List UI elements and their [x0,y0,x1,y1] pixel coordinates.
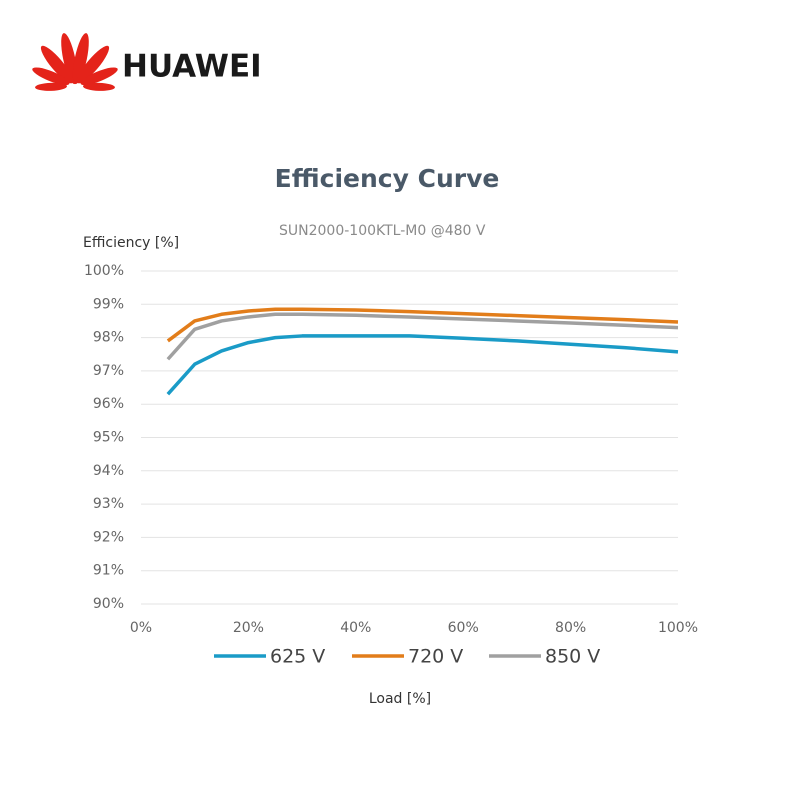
y-tick-label: 93% [93,496,124,512]
y-axis-label: Efficiency [%] [83,235,179,251]
x-tick-label: 40% [340,620,371,636]
subtitle: SUN2000-100KTL-M0 @480 V [279,223,486,239]
series-line [166,312,679,361]
y-tick-label: 96% [93,396,124,412]
legend-label: 625 V [270,646,325,668]
series-line [166,307,679,343]
y-tick-label: 90% [93,596,124,612]
y-tick-label: 97% [93,363,124,379]
chart-title: Efficiency Curve [275,164,500,193]
y-tick-label: 98% [93,330,124,346]
y-tick-label: 100% [84,263,124,279]
x-tick-label: 60% [448,620,479,636]
logo-text: HUAWEI [122,49,262,85]
legend-label: 850 V [545,646,600,668]
x-tick-label: 20% [233,620,264,636]
x-tick-label: 100% [658,620,698,636]
y-tick-label: 95% [93,430,124,446]
x-tick-label: 80% [555,620,586,636]
x-axis-label: Load [%] [369,691,431,707]
y-tick-label: 92% [93,529,124,545]
legend-label: 720 V [408,646,463,668]
y-tick-label: 94% [93,463,124,479]
logo-mark [32,33,118,91]
x-tick-label: 0% [130,620,152,636]
y-tick-label: 91% [93,563,124,579]
series-line [166,334,679,396]
y-tick-label: 99% [93,296,124,312]
